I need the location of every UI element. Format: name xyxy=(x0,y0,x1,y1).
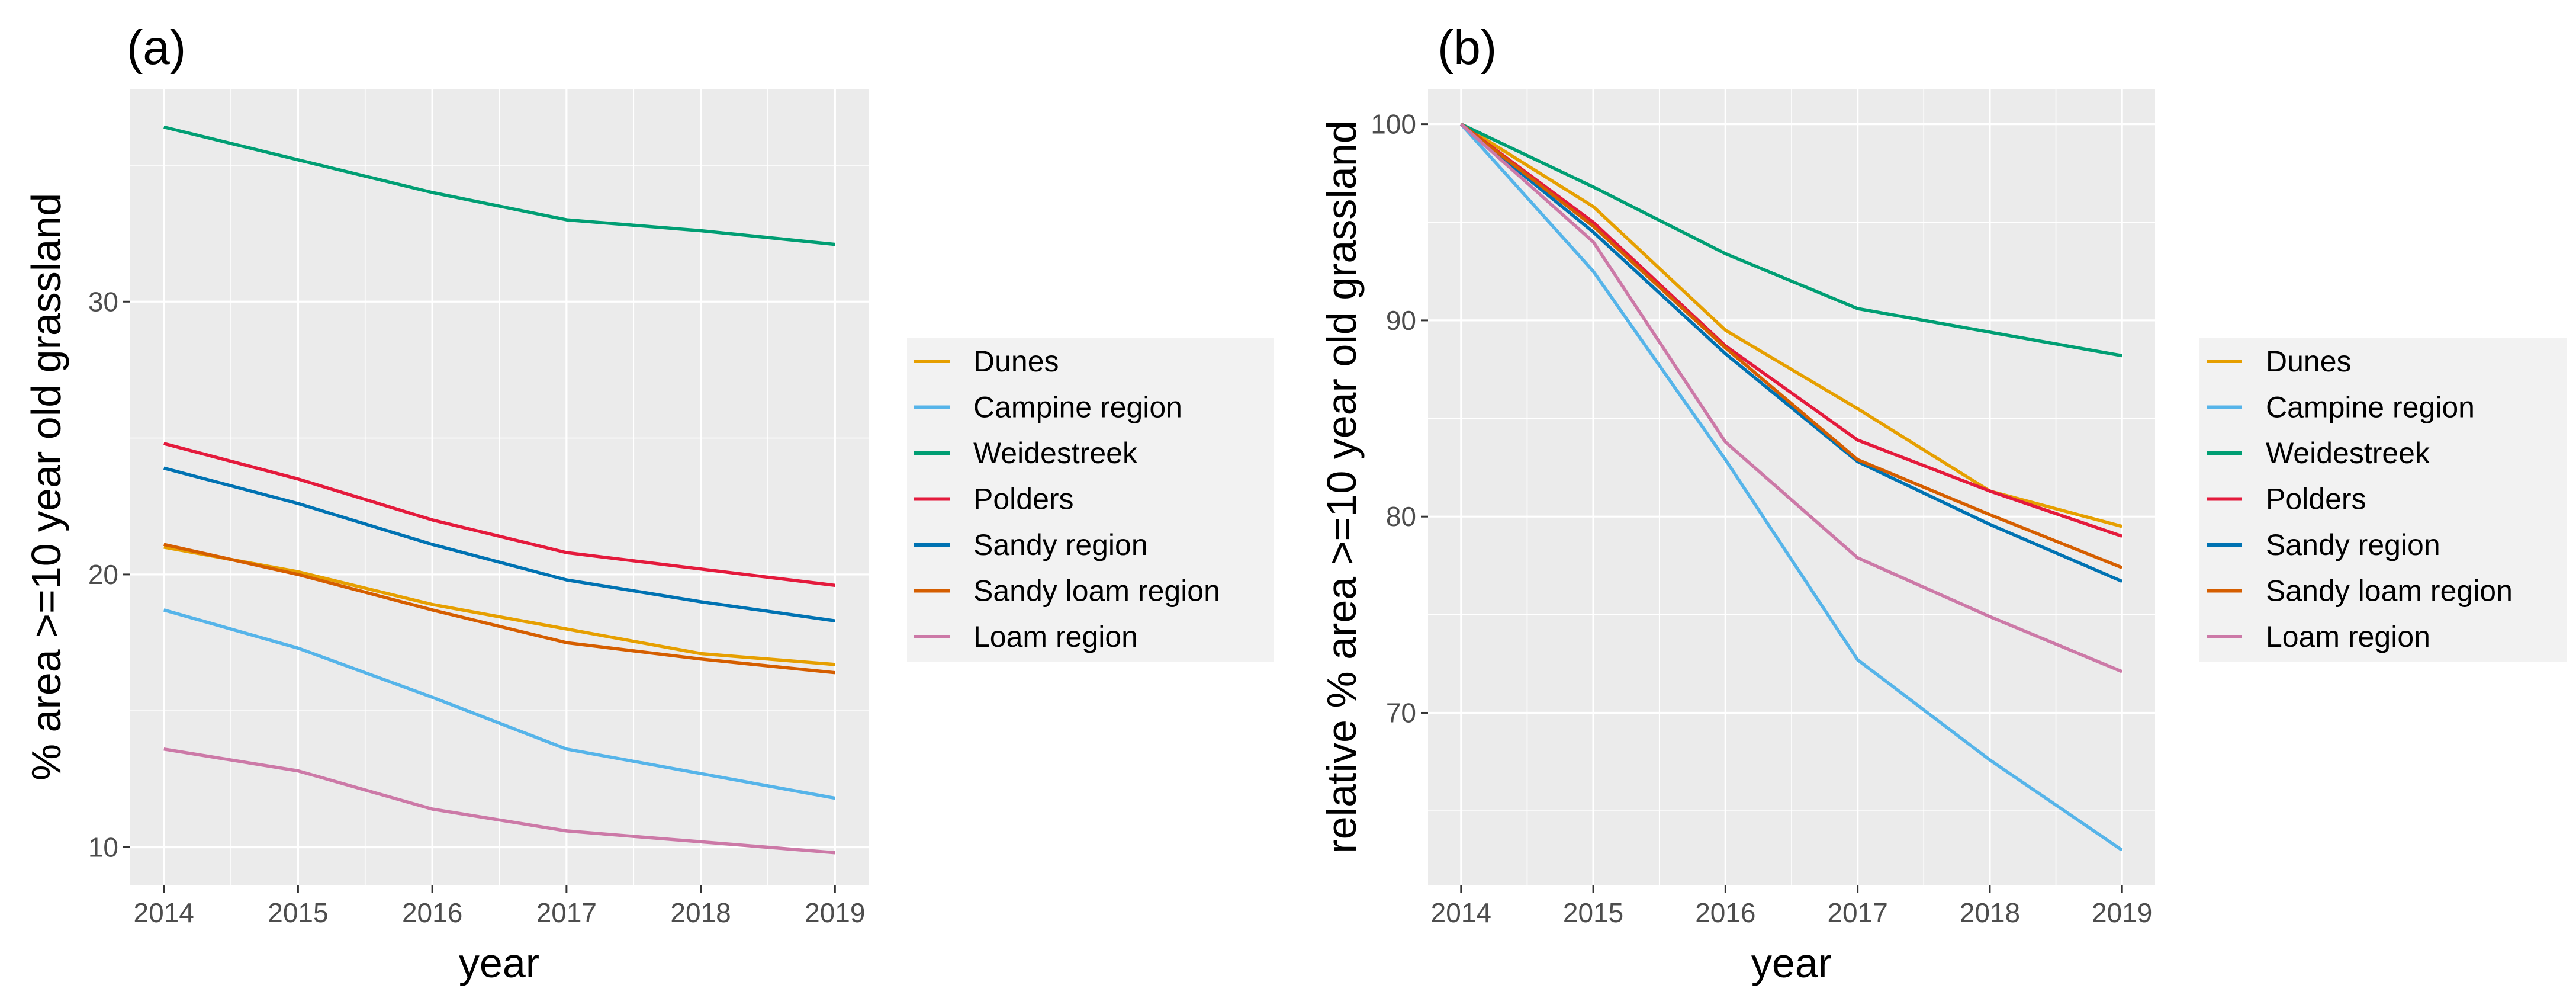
x-tick-label: 2014 xyxy=(1431,897,1491,928)
series-line-loam-region xyxy=(163,747,835,855)
panel-b: (b) 2014 2015 2016 2017 2018 2019 70 80 90 100 ye… xyxy=(1318,21,2155,986)
series-line-campine-region xyxy=(1459,123,2123,852)
series-line-sandy-loam-region xyxy=(1460,123,2123,569)
panel-a-grid-major xyxy=(130,89,869,885)
legend-label: Loam region xyxy=(2266,620,2430,653)
legend-label: Weidestreek xyxy=(973,437,1138,470)
panel-a-lines xyxy=(163,125,835,855)
legend-b-background xyxy=(2199,338,2567,662)
legend-label: Polders xyxy=(973,483,1074,516)
legend-item-loam-region: Loam region xyxy=(2207,620,2430,653)
panel-b-x-axis-title: year xyxy=(1751,940,1832,986)
legend-item-polders: Polders xyxy=(2207,483,2366,516)
panel-a-tag: (a) xyxy=(127,21,186,75)
legend-label: Campine region xyxy=(2266,391,2475,424)
panel-b-axes: 2014 2015 2016 2017 2018 2019 70 80 90 100 xyxy=(1371,109,2152,928)
legend-a-items: Dunes Campine region Weidestreek Polders San… xyxy=(914,345,1220,653)
legend-b: Dunes Campine region Weidestreek Polders San… xyxy=(2199,338,2567,662)
panel-a-x-axis-title: year xyxy=(459,940,539,986)
panel-a-y-axis-title: % area >=10 year old grassland xyxy=(23,193,69,781)
legend-item-sandy-loam-region: Sandy loam region xyxy=(2207,575,2513,608)
legend-label: Sandy loam region xyxy=(973,575,1220,608)
legend-item-campine-region: Campine region xyxy=(914,391,1182,424)
legend-label: Sandy region xyxy=(2266,528,2440,561)
series-line-weidestreek xyxy=(163,125,835,246)
panel-b-y-axis-title: relative % area >=10 year old grassland xyxy=(1318,120,1365,853)
series-line-polders xyxy=(1460,123,2123,538)
legend-item-dunes: Dunes xyxy=(914,345,1059,378)
legend-label: Campine region xyxy=(973,391,1182,424)
series-line-weidestreek xyxy=(1460,123,2122,358)
panel-a-grid-minor xyxy=(130,89,869,885)
y-tick-label: 90 xyxy=(1386,305,1416,336)
y-tick-label: 80 xyxy=(1386,501,1416,532)
x-tick-label: 2018 xyxy=(1960,897,2020,928)
legend-label: Loam region xyxy=(973,620,1138,653)
legend-label: Polders xyxy=(2266,483,2366,516)
legend-item-dunes: Dunes xyxy=(2207,345,2352,378)
legend-item-loam-region: Loam region xyxy=(914,620,1138,653)
series-line-campine-region xyxy=(163,608,835,800)
legend-label: Sandy loam region xyxy=(2266,575,2513,608)
panel-a-axes: 2014 2015 2016 2017 2018 2019 10 20 30 xyxy=(88,286,866,928)
x-tick-label: 2016 xyxy=(1695,897,1755,928)
y-tick-label: 10 xyxy=(88,832,118,863)
legend-b-items: Dunes Campine region Weidestreek Polders San… xyxy=(2207,345,2513,653)
series-line-polders xyxy=(163,442,835,588)
y-tick-label: 70 xyxy=(1386,697,1416,728)
legend-item-weidestreek: Weidestreek xyxy=(914,437,1138,470)
x-tick-label: 2018 xyxy=(670,897,731,928)
series-line-sandy-region xyxy=(1460,123,2123,583)
x-tick-label: 2016 xyxy=(402,897,462,928)
legend-item-polders: Polders xyxy=(914,483,1074,516)
x-tick-label: 2019 xyxy=(805,897,865,928)
legend-item-sandy-region: Sandy region xyxy=(914,528,1148,561)
x-tick-label: 2017 xyxy=(1827,897,1887,928)
panel-b-tag: (b) xyxy=(1437,21,1497,75)
x-tick-label: 2015 xyxy=(268,897,328,928)
legend-item-weidestreek: Weidestreek xyxy=(2207,437,2430,470)
legend-item-sandy-loam-region: Sandy loam region xyxy=(914,575,1220,608)
legend-item-campine-region: Campine region xyxy=(2207,391,2475,424)
legend-label: Weidestreek xyxy=(2266,437,2430,470)
series-line-sandy-loam-region xyxy=(163,543,835,675)
x-tick-label: 2014 xyxy=(134,897,194,928)
legend-a: Dunes Campine region Weidestreek Polders San… xyxy=(907,338,1274,662)
legend-label: Dunes xyxy=(2266,345,2352,378)
series-line-loam-region xyxy=(1459,123,2123,673)
x-tick-label: 2017 xyxy=(536,897,597,928)
x-tick-label: 2015 xyxy=(1563,897,1623,928)
y-tick-label: 20 xyxy=(88,559,118,590)
legend-label: Sandy region xyxy=(973,528,1148,561)
x-tick-label: 2019 xyxy=(2092,897,2152,928)
y-tick-label: 30 xyxy=(88,286,118,317)
y-tick-label: 100 xyxy=(1371,109,1416,140)
legend-label: Dunes xyxy=(973,345,1059,378)
legend-item-sandy-region: Sandy region xyxy=(2207,528,2440,561)
panel-b-lines xyxy=(1459,123,2123,852)
series-line-sandy-region xyxy=(163,466,835,622)
legend-a-background xyxy=(907,338,1274,662)
panel-b-grid-major xyxy=(1428,89,2155,885)
series-line-dunes xyxy=(163,545,835,666)
